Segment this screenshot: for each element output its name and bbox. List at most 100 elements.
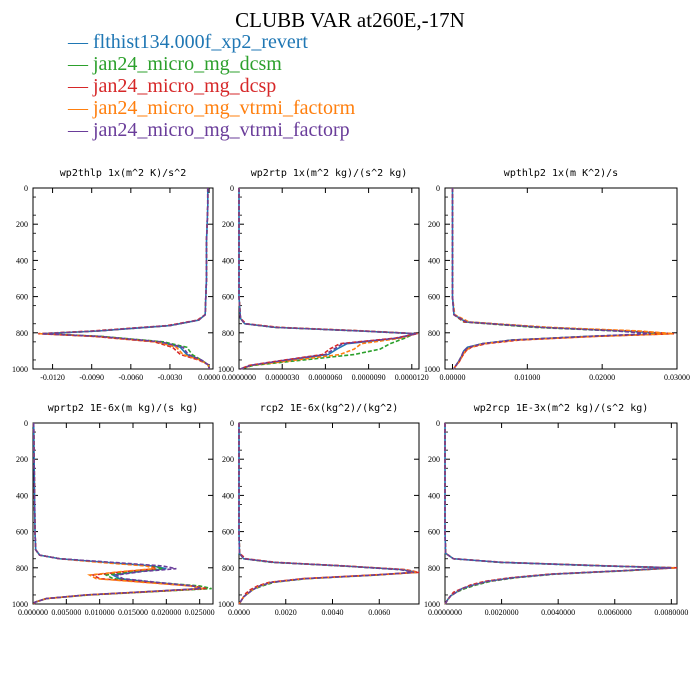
- series-line-2: [444, 423, 672, 605]
- chart-panel-6: wp2rcp 1E-3x(m^2 kg)/(s^2 kg) 0 200 400 600 8…: [424, 403, 688, 617]
- series-line-5: [238, 423, 415, 605]
- x-tick-label: 0.0060000: [598, 608, 632, 617]
- y-tick-label: 600: [16, 528, 28, 537]
- x-tick-label: 0.0060: [368, 608, 390, 617]
- x-tick-label: 0.0000: [228, 608, 250, 617]
- series-line-5: [42, 188, 210, 369]
- legend-item-3: — jan24_micro_mg_dcsp: [68, 75, 355, 97]
- y-tick-label: 0: [230, 419, 234, 428]
- legend: — flthist134.000f_xp2_revert — jan24_mic…: [68, 31, 355, 141]
- y-tick-label: 200: [428, 220, 440, 229]
- x-tick-label: -0.0090: [79, 373, 104, 382]
- series-line-1: [32, 422, 200, 605]
- x-tick-label: 0.0040: [322, 608, 344, 617]
- figure-title: CLUBB VAR at260E,-17N: [235, 8, 465, 32]
- panel-title: wp2rcp 1E-3x(m^2 kg)/(s^2 kg): [474, 403, 649, 414]
- y-tick-label: 800: [428, 329, 440, 338]
- x-tick-label: 0.0000: [198, 373, 220, 382]
- y-tick-label: 400: [222, 256, 234, 265]
- series-line-4: [444, 423, 675, 605]
- series-line-4: [238, 188, 417, 370]
- y-tick-label: 200: [16, 455, 28, 464]
- y-tick-label: 1000: [12, 365, 28, 374]
- series-line-5: [451, 188, 651, 370]
- legend-item-2: — jan24_micro_mg_dcsm: [68, 53, 355, 75]
- series-line-2: [238, 188, 416, 370]
- plot-frame: [238, 187, 420, 370]
- y-tick-label: 600: [222, 528, 234, 537]
- x-tick-label: 0.0020: [275, 608, 297, 617]
- y-tick-label: 0: [24, 419, 28, 428]
- series-line-1: [451, 188, 670, 370]
- panel-title: wp2thlp 1x(m^2 K)/s^2: [60, 168, 186, 179]
- x-tick-label: -0.0030: [158, 373, 183, 382]
- y-tick-label: 0: [230, 184, 234, 193]
- series-line-1: [238, 188, 417, 370]
- chart-panel-2: wp2rtp 1x(m^2 kg)/(s^2 kg) 0 200 400 600 800 1…: [218, 168, 429, 382]
- series-line-1: [42, 188, 210, 369]
- series-line-1: [444, 423, 675, 605]
- legend-label: jan24_micro_mg_vtrmi_factorp: [93, 119, 350, 141]
- panel-title: wpthlp2 1x(m K^2)/s: [504, 168, 618, 179]
- x-tick-label: 0.0000120: [395, 373, 429, 382]
- x-tick-label: 0.0000000: [428, 608, 462, 617]
- chart-panel-4: wprtp2 1E-6x(m kg)/(s kg) 0 200 400 600 800 10…: [12, 403, 215, 617]
- chart-panel-1: wp2thlp 1x(m^2 K)/s^2 0 200 400 600 800 1000 -0…: [12, 168, 220, 382]
- y-tick-label: 600: [428, 528, 440, 537]
- series-line-3: [444, 423, 678, 605]
- plot-frame: [32, 422, 214, 605]
- legend-dash: —: [68, 119, 93, 141]
- x-tick-label: 0.0000030: [265, 373, 299, 382]
- legend-label: flthist134.000f_xp2_revert: [93, 31, 308, 53]
- legend-label: jan24_micro_mg_dcsp: [93, 75, 277, 97]
- series-line-4: [39, 188, 210, 369]
- x-tick-label: -0.0120: [40, 373, 65, 382]
- y-tick-label: 400: [16, 491, 28, 500]
- series-line-5: [444, 423, 672, 605]
- y-tick-label: 400: [16, 256, 28, 265]
- legend-dash: —: [68, 75, 93, 97]
- y-tick-label: 600: [16, 293, 28, 302]
- series-line-2: [451, 188, 666, 370]
- legend-label: jan24_micro_mg_dcsm: [93, 53, 282, 75]
- y-tick-label: 0: [436, 419, 440, 428]
- legend-dash: —: [68, 53, 93, 75]
- y-tick-label: 600: [428, 293, 440, 302]
- y-tick-label: 800: [16, 329, 28, 338]
- x-tick-label: 0.015000: [118, 608, 148, 617]
- y-tick-label: 0: [24, 184, 28, 193]
- x-tick-label: 0.000000: [18, 608, 48, 617]
- legend-dash: —: [68, 97, 93, 119]
- y-tick-label: 0: [436, 184, 440, 193]
- panel-title: wp2rtp 1x(m^2 kg)/(s^2 kg): [251, 168, 408, 179]
- x-tick-label: 0.02000: [589, 373, 615, 382]
- x-tick-label: 0.0080000: [654, 608, 688, 617]
- plot-frame: [444, 422, 678, 605]
- series-line-3: [238, 188, 418, 370]
- plot-frame: [444, 187, 678, 370]
- x-tick-label: 0.0000060: [308, 373, 342, 382]
- legend-item-4: — jan24_micro_mg_vtrmi_factorm: [68, 97, 355, 119]
- series-line-2: [43, 188, 210, 369]
- chart-panel-5: rcp2 1E-6x(kg^2)/(kg^2) 0 200 400 600 800 1000…: [218, 403, 420, 617]
- series-line-3: [38, 188, 210, 369]
- y-tick-label: 200: [428, 455, 440, 464]
- y-tick-label: 400: [428, 491, 440, 500]
- series-line-4: [238, 423, 417, 605]
- legend-item-1: — flthist134.000f_xp2_revert: [68, 31, 355, 53]
- plot-frame: [32, 187, 214, 370]
- y-tick-label: 800: [16, 564, 28, 573]
- series-line-4: [451, 188, 674, 370]
- y-tick-label: 1000: [424, 600, 440, 609]
- series-line-3: [32, 422, 207, 605]
- series-line-2: [32, 422, 212, 605]
- x-tick-label: 0.020000: [151, 608, 181, 617]
- y-tick-label: 400: [428, 256, 440, 265]
- x-tick-label: 0.025000: [185, 608, 215, 617]
- legend-dash: —: [68, 31, 93, 53]
- y-tick-label: 800: [222, 564, 234, 573]
- y-tick-label: 800: [428, 564, 440, 573]
- y-tick-label: 1000: [12, 600, 28, 609]
- series-line-3: [451, 188, 675, 370]
- panel-title: wprtp2 1E-6x(m kg)/(s kg): [48, 403, 199, 414]
